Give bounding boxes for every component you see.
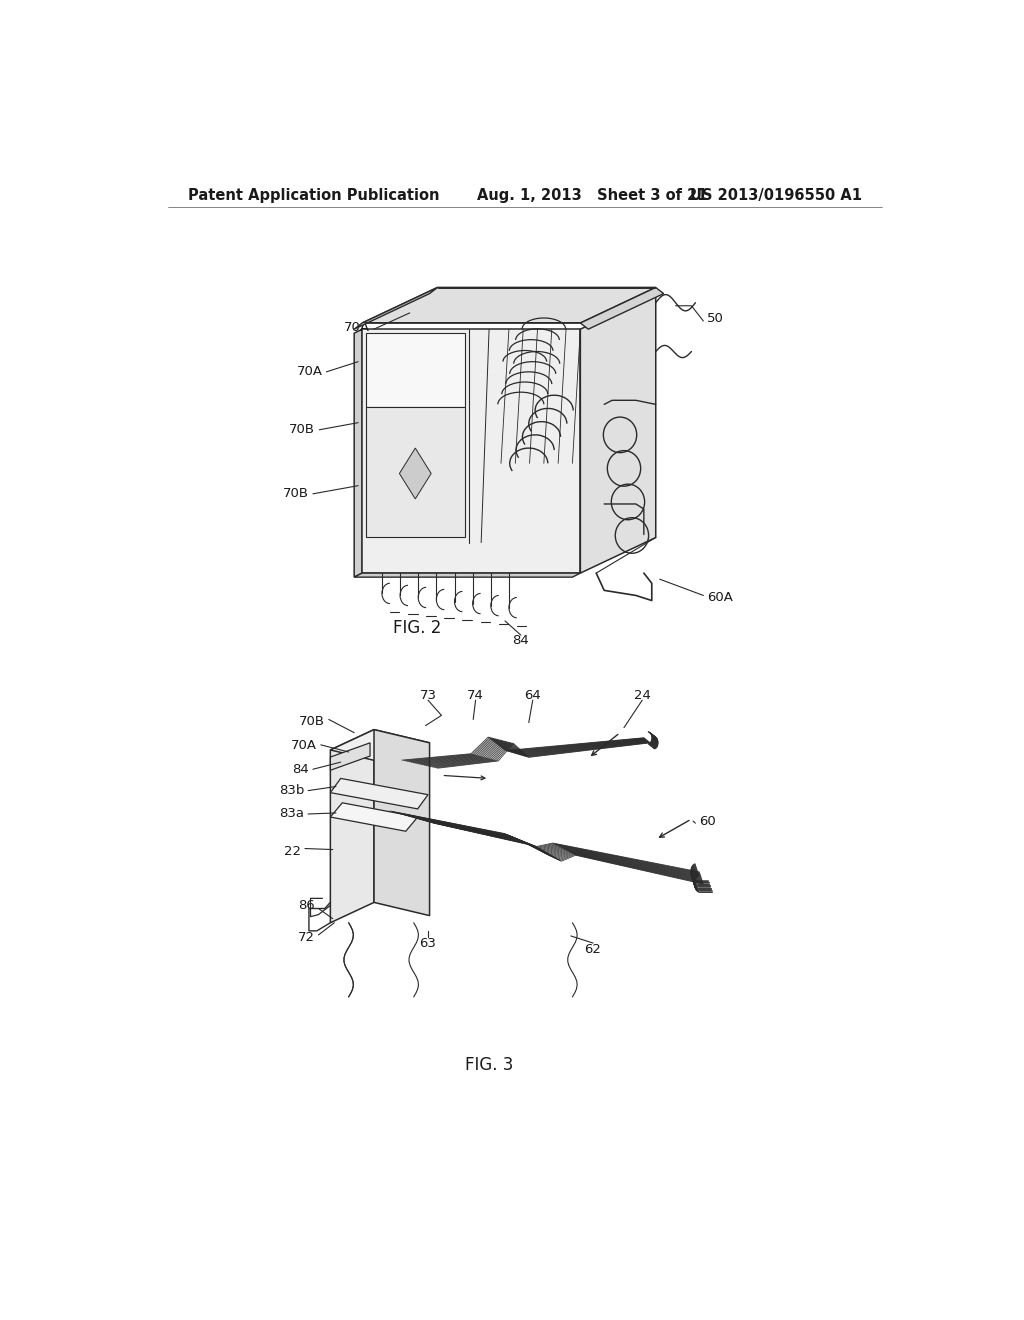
Polygon shape	[331, 730, 374, 923]
Polygon shape	[399, 447, 431, 499]
Polygon shape	[362, 329, 581, 573]
Text: 83a: 83a	[280, 808, 304, 821]
Polygon shape	[354, 573, 581, 577]
Polygon shape	[581, 293, 655, 573]
Text: 62: 62	[585, 942, 601, 956]
Text: FIG. 3: FIG. 3	[465, 1056, 513, 1074]
Text: Aug. 1, 2013   Sheet 3 of 21: Aug. 1, 2013 Sheet 3 of 21	[477, 187, 708, 203]
Polygon shape	[331, 803, 418, 832]
Text: 84: 84	[292, 763, 309, 776]
Text: 86: 86	[298, 899, 314, 912]
Polygon shape	[374, 730, 430, 916]
Text: 60A: 60A	[708, 591, 733, 605]
Text: 84: 84	[512, 634, 529, 647]
Polygon shape	[331, 730, 430, 763]
Text: Patent Application Publication: Patent Application Publication	[187, 187, 439, 203]
Text: 74: 74	[467, 689, 484, 701]
Text: 64: 64	[524, 689, 541, 701]
Text: 73: 73	[420, 689, 436, 701]
Polygon shape	[581, 288, 664, 329]
Text: 22: 22	[284, 845, 301, 858]
Text: 70A: 70A	[344, 321, 370, 334]
Text: 63: 63	[420, 937, 436, 949]
Text: 83b: 83b	[279, 784, 304, 797]
Text: 50: 50	[708, 313, 724, 326]
Polygon shape	[367, 408, 465, 536]
Text: FIG. 2: FIG. 2	[393, 619, 441, 638]
Text: 70B: 70B	[299, 715, 325, 729]
Polygon shape	[362, 288, 655, 323]
Text: 70A: 70A	[291, 739, 316, 752]
Polygon shape	[354, 288, 437, 329]
Text: 72: 72	[298, 932, 314, 945]
Text: 70B: 70B	[290, 424, 315, 437]
Polygon shape	[367, 333, 465, 408]
Polygon shape	[331, 779, 428, 809]
Text: US 2013/0196550 A1: US 2013/0196550 A1	[690, 187, 862, 203]
Polygon shape	[331, 743, 370, 771]
Text: 70B: 70B	[283, 487, 309, 500]
Text: 24: 24	[634, 689, 650, 701]
Text: 70A: 70A	[296, 366, 323, 379]
Polygon shape	[354, 329, 362, 577]
Text: 60: 60	[699, 814, 716, 828]
